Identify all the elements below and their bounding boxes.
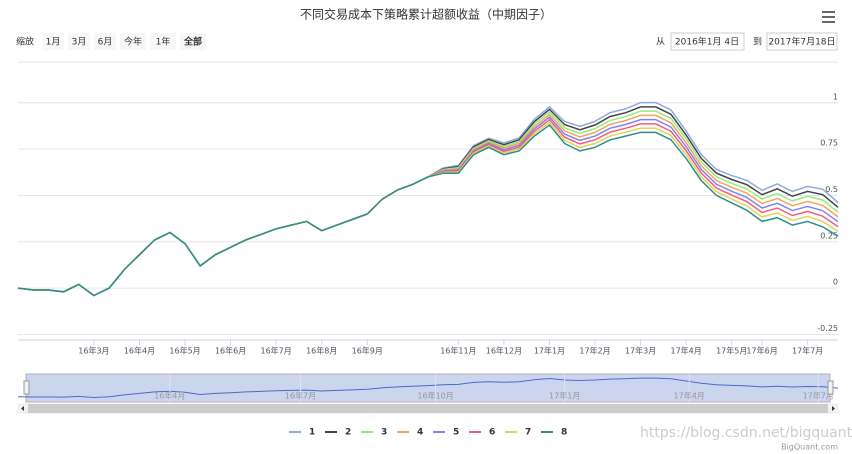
x-tick-label: 17年5月: [716, 346, 747, 356]
range-button-label: 全部: [183, 36, 202, 48]
y-tick-label: 0: [833, 278, 838, 287]
navigator-handle[interactable]: [827, 380, 834, 395]
x-tick-label: 16年6月: [215, 346, 246, 356]
series-line: [17, 106, 839, 297]
to-date: 2017年7月18日: [768, 36, 835, 48]
legend-label[interactable]: 2: [345, 428, 351, 438]
legend-label[interactable]: 5: [453, 428, 459, 438]
legend-label[interactable]: 8: [561, 428, 567, 438]
navigator-label: 17年4月: [674, 391, 705, 401]
watermark: https://blog.csdn.net/bigquant: [640, 425, 852, 441]
series-line: [17, 113, 839, 297]
x-tick-label: 16年3月: [78, 346, 109, 356]
x-tick-label: 17年2月: [579, 346, 610, 356]
navigator-line: [17, 377, 839, 399]
chart-title: 不同交易成本下策略累计超额收益（中期因子）: [300, 7, 552, 22]
range-button-label: 1月: [46, 37, 61, 48]
y-tick-label: -0.25: [817, 324, 838, 333]
x-tick-label: 17年6月: [746, 346, 777, 356]
x-tick-label: 17年1月: [534, 346, 565, 356]
navigator-label: 16年4月: [154, 391, 185, 401]
range-button[interactable]: [68, 33, 90, 50]
navigator-label: 16年10月: [417, 391, 453, 401]
range-button[interactable]: [42, 33, 64, 50]
navigator-handle[interactable]: [23, 380, 30, 395]
x-tick-label: 16年8月: [306, 346, 337, 356]
y-tick-label: 0.5: [825, 185, 838, 194]
from-label: 从: [656, 37, 665, 48]
range-button-label: 1年: [156, 36, 171, 48]
navigator-label: 17年7月: [803, 391, 834, 401]
menu-icon[interactable]: [822, 11, 835, 23]
from-input[interactable]: [670, 32, 745, 51]
x-tick-label: 16年7月: [261, 346, 292, 356]
series-line: [17, 121, 839, 297]
x-tick-label: 16年4月: [124, 346, 155, 356]
range-button[interactable]: [150, 33, 176, 50]
range-button-label: 今年: [124, 36, 142, 48]
credits: BigQuant.com: [781, 443, 838, 452]
y-tick-label: 0.25: [820, 231, 838, 240]
scrollbar-thumb[interactable]: [28, 404, 828, 413]
x-tick-label: 17年7月: [792, 346, 823, 356]
x-tick-label: 16年12月: [486, 346, 522, 356]
series-line: [17, 116, 839, 297]
x-tick-label: 16年9月: [352, 346, 383, 356]
range-button-label: 3月: [72, 37, 87, 48]
range-button[interactable]: [94, 33, 116, 50]
to-label: 到: [753, 36, 762, 48]
range-button-label: 6月: [98, 37, 113, 48]
range-button[interactable]: [180, 33, 206, 50]
legend-label[interactable]: 6: [489, 428, 495, 438]
y-tick-label: 1: [833, 92, 838, 101]
to-input[interactable]: [766, 32, 838, 51]
navigator-label: 17年1月: [549, 391, 580, 401]
navigator-mask: [25, 373, 831, 403]
range-button[interactable]: [120, 33, 146, 50]
x-tick-label: 17年4月: [671, 346, 702, 356]
series-line: [17, 110, 839, 297]
zoom-label: 缩放: [16, 36, 34, 48]
navigator-label: 16年7月: [285, 391, 316, 401]
series-line: [17, 101, 839, 297]
x-tick-label: 16年5月: [169, 346, 200, 356]
legend-label[interactable]: 4: [417, 428, 423, 438]
series-line: [17, 118, 839, 297]
legend-label[interactable]: 7: [525, 428, 531, 438]
y-tick-label: 0.75: [820, 139, 838, 148]
series-line: [17, 123, 839, 297]
legend-label[interactable]: 3: [381, 428, 387, 438]
from-date: 2016年1月 4日: [675, 36, 739, 48]
x-tick-label: 16年11月: [440, 346, 476, 356]
legend-label[interactable]: 1: [309, 428, 315, 438]
x-tick-label: 17年3月: [625, 346, 656, 356]
